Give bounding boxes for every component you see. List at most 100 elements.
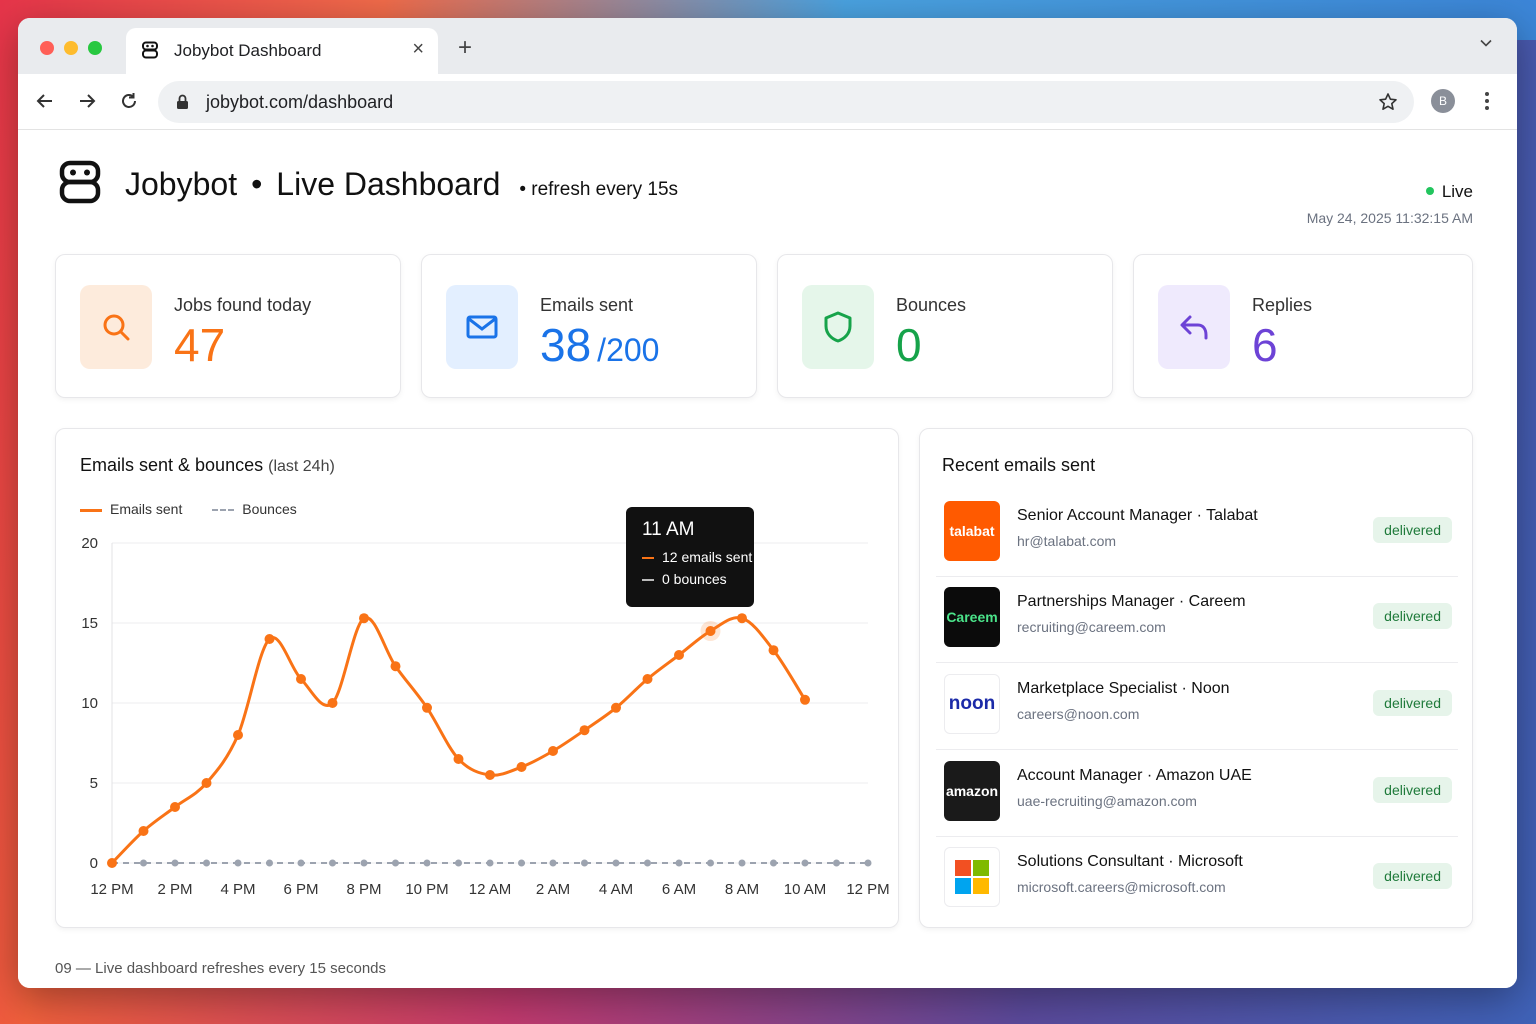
stat-value-total: /200 — [597, 332, 660, 368]
url-text[interactable]: jobybot.com/dashboard — [206, 92, 394, 112]
stat-card-jobs-found: Jobs found today 47 — [55, 254, 401, 398]
bounces-point — [140, 859, 147, 867]
bounces-point — [675, 859, 683, 867]
recent-emails-title: Recent emails sent — [942, 455, 1096, 475]
x-tick-label: 2 PM — [157, 881, 192, 898]
recent-emails-card: Recent emails sent talabat Senior Account… — [919, 428, 1473, 928]
profile-avatar[interactable]: B — [1431, 89, 1455, 113]
status-badge: delivered — [1373, 777, 1452, 803]
bounces-point — [707, 859, 714, 867]
chart-title-main: Emails sent & bounces — [80, 455, 264, 475]
minimize-window-button[interactable] — [64, 41, 78, 55]
brand-name: Jobybot — [125, 166, 238, 202]
recent-email-row[interactable]: amazon Account Manager · Amazon UAE uae-re… — [936, 751, 1458, 837]
stat-card-emails-sent: Emails sent 38/200 — [421, 254, 757, 398]
page-title: Jobybot • Live Dashboard • refresh every 1… — [125, 166, 678, 203]
emails-point — [642, 674, 653, 684]
microsoft-logo-icon — [955, 860, 989, 894]
forward-arrow-icon[interactable] — [76, 90, 98, 112]
tooltip-title: 11 AM — [642, 519, 695, 540]
bounces-point — [770, 859, 777, 867]
x-tick-label: 8 PM — [346, 881, 381, 898]
address-bar[interactable]: jobybot.com/dashboard — [158, 81, 1414, 123]
email-address: recruiting@careem.com — [1017, 619, 1166, 635]
shield-icon — [824, 311, 852, 343]
tab-search-chevron-icon[interactable] — [1479, 36, 1493, 50]
new-tab-button[interactable]: + — [458, 34, 473, 61]
x-tick-label: 8 AM — [725, 881, 759, 898]
reload-icon[interactable] — [118, 90, 140, 112]
y-tick-label: 0 — [90, 855, 98, 872]
x-tick-label: 12 PM — [90, 881, 133, 898]
chart-title-suffix: (last 24h) — [268, 458, 335, 475]
emails-point — [705, 626, 716, 636]
emails-point — [107, 858, 117, 868]
robot-favicon-icon — [142, 41, 158, 59]
recent-email-row[interactable]: Careem Partnerships Manager · Careem recru… — [936, 577, 1458, 663]
y-tick-label: 20 — [81, 535, 98, 552]
emails-bounces-chart: 0 5 10 15 20 12 PM 2 PM 4 PM 6 PM 8 PM 10 PM 12 AM 2… — [81, 535, 889, 898]
legend-item-bounces[interactable]: Bounces — [212, 501, 297, 517]
x-tick-label: 12 AM — [469, 881, 512, 898]
maximize-window-button[interactable] — [88, 41, 102, 55]
emails-point — [548, 746, 558, 756]
x-tick-label: 12 PM — [846, 881, 889, 898]
emails-point — [264, 634, 275, 644]
bounces-point — [455, 859, 462, 867]
bookmark-star-icon[interactable] — [1378, 92, 1398, 112]
stat-value: 47 — [174, 319, 226, 371]
refresh-label: refresh every 15s — [531, 179, 679, 200]
chart-title: Emails sent & bounces (last 24h) — [80, 455, 335, 476]
legend-swatch-bounces — [212, 509, 235, 512]
tab-jobybot-dashboard[interactable]: Jobybot Dashboard × — [126, 28, 438, 74]
x-tick-label: 4 AM — [599, 881, 633, 898]
emails-point — [768, 645, 779, 656]
recent-email-row[interactable]: noon Marketplace Specialist · Noon careers… — [936, 664, 1458, 750]
emails-point — [170, 802, 180, 812]
stat-label: Bounces — [896, 295, 967, 315]
legend-label-emails: Emails sent — [110, 501, 183, 517]
email-job-title: Partnerships Manager · Careem — [1017, 593, 1246, 610]
close-window-button[interactable] — [40, 41, 54, 55]
bounces-point — [738, 859, 746, 867]
stat-label: Emails sent — [540, 295, 634, 315]
legend-item-emails[interactable]: Emails sent — [80, 501, 182, 517]
reply-icon — [1180, 315, 1208, 340]
y-tick-label: 5 — [90, 775, 98, 792]
bounces-point — [612, 859, 620, 867]
y-tick-label: 15 — [81, 615, 98, 632]
dashboard-page: Jobybot • Live Dashboard • refresh every 1… — [18, 130, 1517, 988]
status-badge: delivered — [1373, 690, 1452, 716]
tab-close-icon[interactable]: × — [412, 38, 424, 60]
bounces-point — [234, 859, 242, 867]
footer-note: 09 — Live dashboard refreshes every 15 s… — [55, 960, 387, 977]
recent-email-row[interactable]: talabat Senior Account Manager · Talabat h… — [936, 491, 1458, 577]
emails-point — [201, 778, 212, 788]
emails-point — [674, 650, 684, 660]
stat-icon-box — [446, 285, 518, 369]
bounces-point — [486, 859, 494, 867]
emails-point — [453, 754, 464, 764]
stat-icon-box — [1158, 285, 1230, 369]
stat-label: Replies — [1252, 295, 1313, 315]
back-arrow-icon[interactable] — [34, 90, 56, 112]
x-tick-label: 2 AM — [536, 881, 570, 898]
x-tick-label: 4 PM — [220, 881, 255, 898]
emails-point — [485, 770, 495, 780]
tooltip-emails-row: 12 emails sent — [642, 549, 752, 565]
email-job-title: Senior Account Manager · Talabat — [1017, 507, 1258, 524]
emails-point — [422, 702, 432, 713]
emails-point — [737, 613, 747, 624]
browser-menu-icon[interactable] — [1484, 90, 1490, 112]
tooltip-bounces: 0 bounces — [662, 571, 727, 587]
emails-point — [327, 698, 338, 708]
bounces-point — [644, 859, 651, 867]
mail-icon — [466, 315, 498, 339]
recent-email-row[interactable]: Solutions Consultant · Microsoft microsof… — [936, 837, 1458, 923]
bounces-point — [392, 859, 399, 867]
bounces-point — [833, 859, 840, 867]
lock-icon[interactable] — [176, 94, 189, 110]
email-job-title: Account Manager · Amazon UAE — [1017, 767, 1252, 784]
dashboard-title: Live Dashboard — [276, 166, 501, 202]
emails-point — [296, 674, 306, 684]
